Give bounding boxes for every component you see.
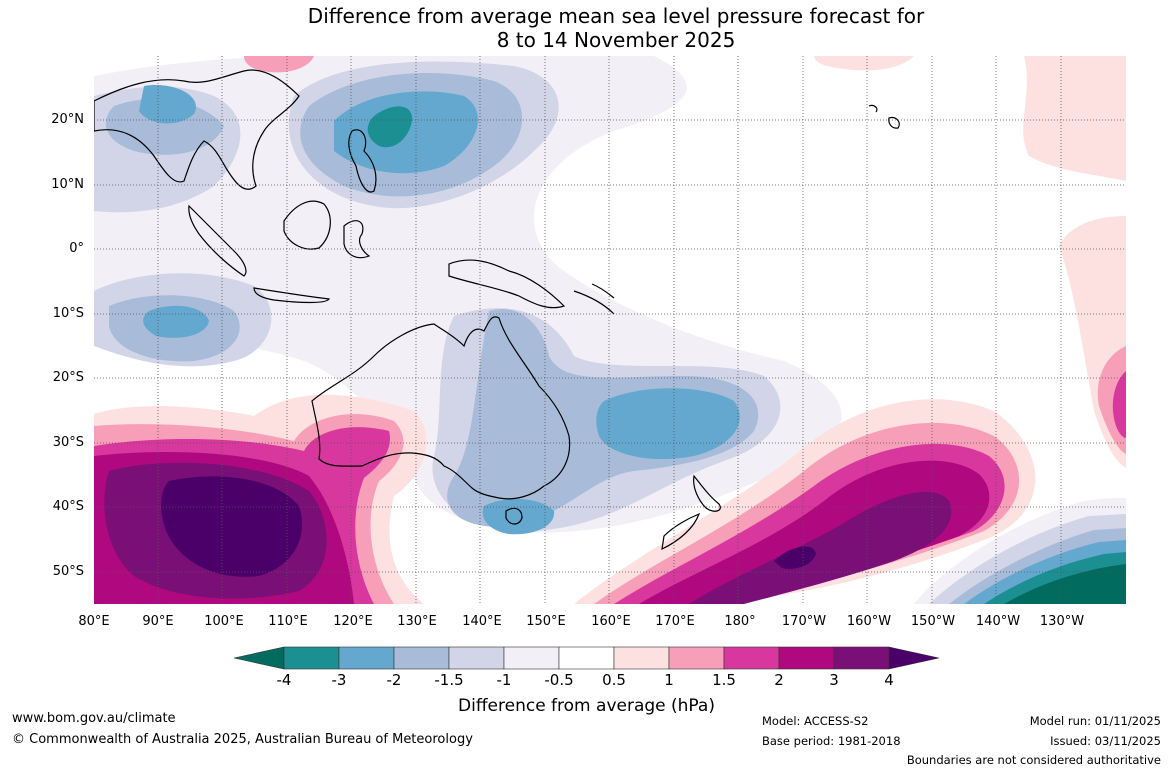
legend-tick: -1.5 <box>434 671 464 689</box>
legend-tick: -4 <box>276 671 292 689</box>
tasmania-coastline <box>505 507 523 525</box>
gridlines <box>94 56 1126 604</box>
legend-swatch-2-to-1.5 <box>393 646 450 670</box>
legend-title: Difference from average (hPa) <box>458 696 715 716</box>
lat-label-20S: 20°S <box>52 370 84 385</box>
new-guinea-coastline <box>448 259 566 309</box>
lon-label-170W: 170°W <box>781 614 827 629</box>
sulawesi-coastline <box>343 220 371 259</box>
legend-tick: -0.5 <box>544 671 574 689</box>
anomaly-region-neg-2 <box>143 305 209 338</box>
legend-swatch-1.5-to-1 <box>448 646 505 670</box>
legend-swatch-neutral <box>558 646 615 670</box>
hawaii-coastline <box>868 104 900 129</box>
lon-label-100E: 100°E <box>204 614 244 629</box>
legend-tick: -1 <box>496 671 512 689</box>
lon-label-140E: 140°E <box>462 614 502 629</box>
coastlines <box>94 69 900 551</box>
legend-tick: 0.5 <box>602 671 626 689</box>
legend-swatch-1.5-to-2 <box>723 646 780 670</box>
borneo-coastline <box>283 200 331 250</box>
anomaly-region-pos-0.5 <box>814 56 914 71</box>
anomaly-region-pos-3 <box>689 491 952 604</box>
legend-swatch-0.5-to-1 <box>613 646 670 670</box>
boundaries-disclaimer: Boundaries are not considered authoritat… <box>906 753 1161 767</box>
model-run-date: Model run: 01/11/2025 <box>1029 714 1161 728</box>
issued-date: Issued: 03/11/2025 <box>1050 734 1161 748</box>
lon-label-170E: 170°E <box>655 614 695 629</box>
legend-swatch-4-to-3 <box>283 646 340 670</box>
lon-label-110E: 110°E <box>268 614 308 629</box>
lat-label-40S: 40°S <box>52 499 84 514</box>
legend-swatch-1-to-0.5 <box>503 646 560 670</box>
lat-label-20N: 20°N <box>51 112 84 127</box>
australia-coastline <box>311 316 571 500</box>
legend-tick: 3 <box>829 671 839 689</box>
pressure-anomaly-map <box>94 56 1126 604</box>
legend-tick: -3 <box>331 671 347 689</box>
anomaly-region-pos-4 <box>161 476 303 577</box>
lon-label-180: 180° <box>724 614 756 629</box>
asia-mainland-coastline <box>94 69 300 190</box>
anomaly-region-pos-4 <box>774 546 816 569</box>
lon-label-80E: 80°E <box>78 614 110 629</box>
model-name: Model: ACCESS-S2 <box>762 714 869 728</box>
lat-label-50S: 50°S <box>52 564 84 579</box>
lon-label-150W: 150°W <box>910 614 956 629</box>
lon-label-140W: 140°W <box>975 614 1021 629</box>
lon-label-160E: 160°E <box>591 614 631 629</box>
legend-tick: 1 <box>664 671 674 689</box>
lon-label-130W: 130°W <box>1039 614 1085 629</box>
lat-label-10S: 10°S <box>52 306 84 321</box>
anomaly-region-neg-2 <box>596 388 740 460</box>
legend-swatch-2-to-3 <box>778 646 835 670</box>
title-line-1: Difference from average mean sea level p… <box>307 4 925 28</box>
anomaly-region-neg-3 <box>367 106 413 148</box>
lat-label-0: 0° <box>69 241 84 256</box>
legend-tick: 4 <box>884 671 894 689</box>
solomon-islands-coastline <box>573 283 615 315</box>
lat-label-30S: 30°S <box>52 435 84 450</box>
anomaly-region-pos-0.5 <box>1023 56 1126 181</box>
legend-swatch-below-4 <box>233 646 285 670</box>
title-line-2: 8 to 14 November 2025 <box>496 28 736 52</box>
copyright-text: © Commonwealth of Australia 2025, Austra… <box>12 732 473 747</box>
lon-label-160W: 160°W <box>846 614 892 629</box>
base-period: Base period: 1981-2018 <box>762 734 901 748</box>
legend-swatch-3-to-2 <box>338 646 395 670</box>
lat-label-10N: 10°N <box>51 177 84 192</box>
legend-colorbar <box>233 646 940 670</box>
legend-swatch-above-4 <box>888 646 940 670</box>
sumatra-coastline <box>188 204 247 277</box>
website-link[interactable]: www.bom.gov.au/climate <box>12 711 176 726</box>
anomaly-region-pos-1 <box>244 56 314 73</box>
lon-label-90E: 90°E <box>142 614 174 629</box>
legend-swatch-1-to-1.5 <box>668 646 725 670</box>
anomaly-region-pos-1.5 <box>1112 371 1126 438</box>
java-coastline <box>253 287 330 304</box>
new-zealand-coastline <box>661 474 721 551</box>
chart-title: Difference from average mean sea level p… <box>0 4 1173 52</box>
lon-label-150E: 150°E <box>526 614 566 629</box>
lon-label-120E: 120°E <box>333 614 373 629</box>
anomaly-region-neg-2 <box>139 85 196 124</box>
legend-tick: -2 <box>386 671 402 689</box>
lon-label-130E: 130°E <box>397 614 437 629</box>
legend-tick: 1.5 <box>712 671 736 689</box>
legend-swatch-3-to-4 <box>833 646 890 670</box>
anomaly-region-neg-4 <box>1004 564 1126 604</box>
anomaly-region-neg-2 <box>482 499 555 535</box>
legend-tick: 2 <box>774 671 784 689</box>
